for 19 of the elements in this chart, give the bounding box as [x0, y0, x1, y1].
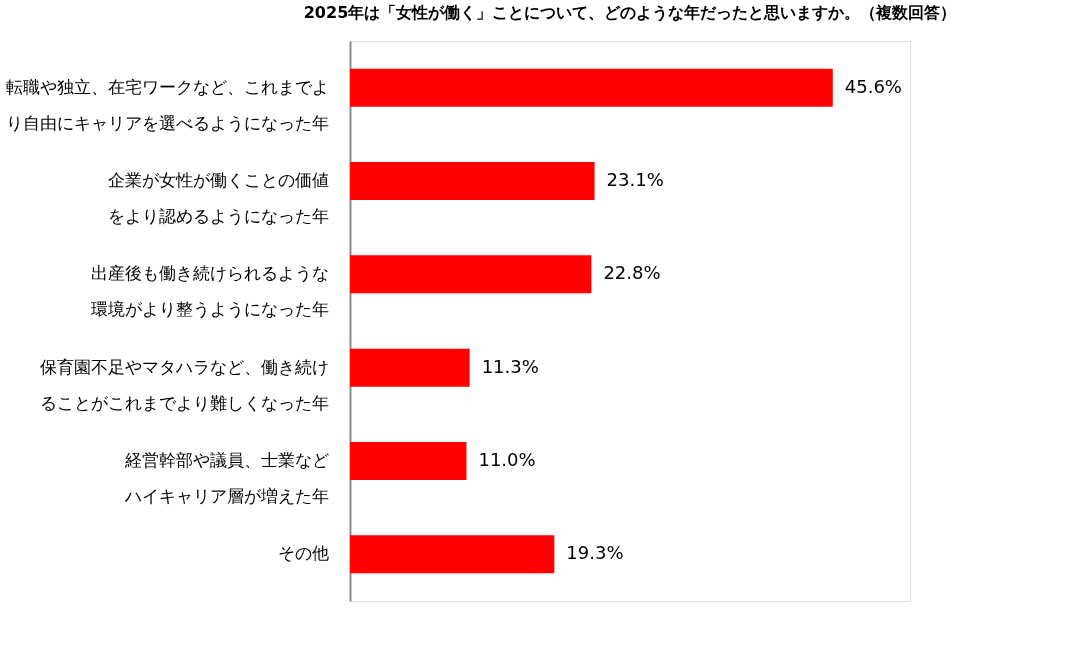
- data-label: 19.3%: [566, 542, 624, 564]
- chart-title: 2025年は「女性が働く」ことについて、どのような年だったと思いますか。（複数回答）: [303, 3, 957, 22]
- y-tick-label: 経営幹部や議員、士業などハイキャリア層が増えた年: [123, 450, 329, 506]
- data-label: 23.1%: [606, 169, 664, 190]
- bar: [350, 162, 595, 200]
- data-label: 11.0%: [478, 449, 536, 470]
- y-tick-label: その他: [277, 543, 329, 564]
- y-tick-label: 保育園不足やマタハラなど、働き続けることがこれまでより難しくなった年: [39, 356, 329, 413]
- data-label: 22.8%: [603, 262, 661, 284]
- bar: [350, 68, 833, 107]
- bar: [350, 255, 592, 294]
- bar: [350, 442, 467, 480]
- bar: [350, 535, 555, 574]
- y-tick-label: 企業が女性が働くことの価値をより認めるようになった年: [107, 170, 329, 226]
- bar: [350, 348, 470, 387]
- y-tick-label: 転職や独立、在宅ワークなど、これまでより自由にキャリアを選べるようになった年: [5, 76, 329, 133]
- data-label: 11.3%: [481, 355, 539, 377]
- data-label: 45.6%: [844, 75, 902, 97]
- y-tick-label: 出産後も働き続けられるような環境がより整うようになった年: [90, 263, 329, 320]
